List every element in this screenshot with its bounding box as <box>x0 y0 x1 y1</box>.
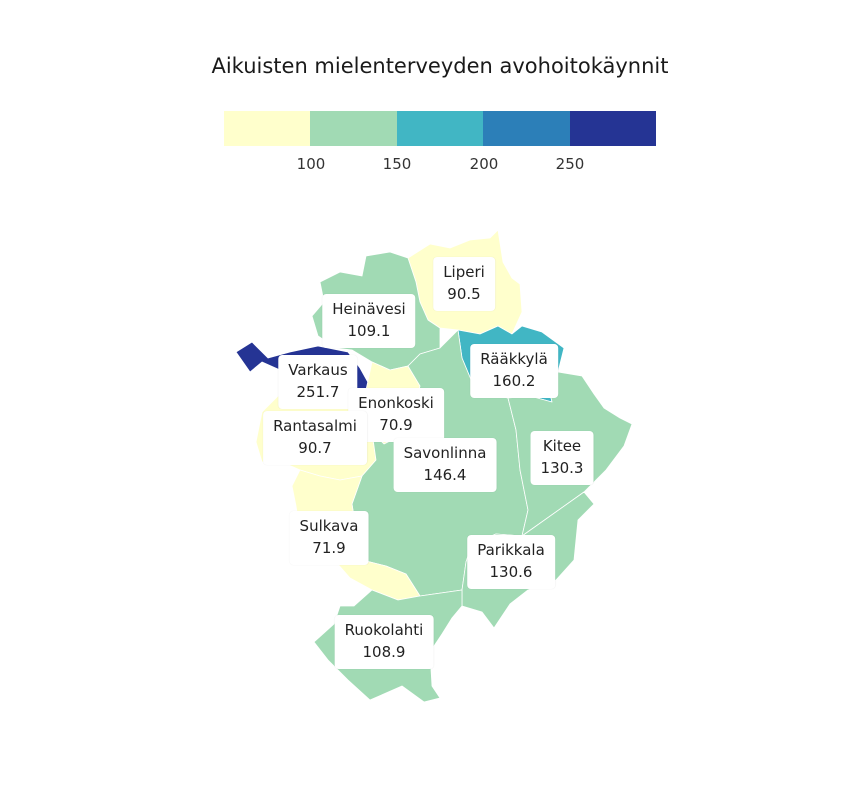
legend-tick-100: 100 <box>296 155 326 173</box>
region-name: Savonlinna <box>403 444 487 462</box>
region-name: Rantasalmi <box>273 417 357 435</box>
legend-swatch-4 <box>483 111 570 146</box>
label-ruokolahti: Ruokolahti 108.9 <box>334 615 434 669</box>
label-sulkava: Sulkava 71.9 <box>289 511 369 565</box>
region-name: Sulkava <box>299 517 359 535</box>
label-kitee: Kitee 130.3 <box>530 431 594 485</box>
label-rantasalmi: Rantasalmi 90.7 <box>263 411 367 465</box>
legend-swatch-2 <box>310 111 397 146</box>
legend-tick-200: 200 <box>469 155 499 173</box>
legend-tick-250: 250 <box>555 155 585 173</box>
region-value: 90.7 <box>298 439 332 457</box>
legend-tick-150: 150 <box>382 155 412 173</box>
label-heinavesi: Heinävesi 109.1 <box>322 294 416 348</box>
label-varkaus: Varkaus 251.7 <box>278 355 358 409</box>
region-value: 71.9 <box>312 539 346 557</box>
region-value: 108.9 <box>362 643 406 661</box>
region-value: 160.2 <box>492 372 536 390</box>
label-liperi: Liperi 90.5 <box>433 257 495 311</box>
region-name: Parikkala <box>477 541 545 559</box>
region-name: Heinävesi <box>332 300 406 318</box>
region-value: 146.4 <box>423 466 467 484</box>
legend-swatch-5 <box>569 111 657 146</box>
legend-swatch-1 <box>224 111 311 146</box>
label-savonlinna: Savonlinna 146.4 <box>393 438 497 492</box>
label-raakkyla: Rääkkylä 160.2 <box>470 344 558 398</box>
region-value: 251.7 <box>296 383 340 401</box>
region-name: Varkaus <box>288 361 348 379</box>
region-name: Ruokolahti <box>344 621 424 639</box>
region-value: 90.5 <box>447 285 481 303</box>
color-legend <box>224 111 657 146</box>
region-value: 130.3 <box>540 459 584 477</box>
region-name: Kitee <box>542 437 582 455</box>
region-name: Enonkoski <box>358 394 434 412</box>
label-parikkala: Parikkala 130.6 <box>467 535 555 589</box>
region-value: 130.6 <box>489 563 533 581</box>
region-name: Rääkkylä <box>480 350 548 368</box>
region-name: Liperi <box>443 263 485 281</box>
region-value: 70.9 <box>379 416 413 434</box>
map-title: Aikuisten mielenterveyden avohoitokäynni… <box>211 54 669 78</box>
legend-swatch-3 <box>396 111 484 146</box>
region-value: 109.1 <box>347 322 391 340</box>
